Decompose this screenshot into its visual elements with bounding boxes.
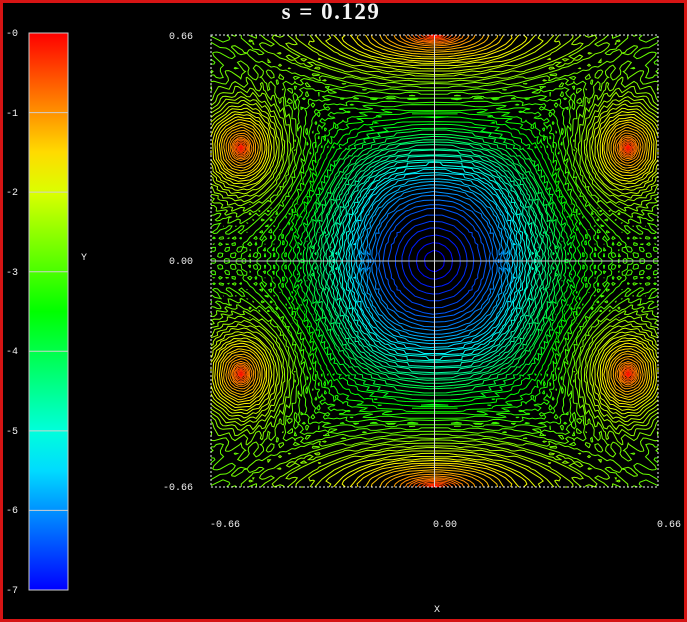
svg-text:-3: -3 xyxy=(6,268,18,279)
svg-text:s = 0.129: s = 0.129 xyxy=(282,0,381,24)
svg-text:-4: -4 xyxy=(6,347,18,358)
svg-text:Y: Y xyxy=(81,253,87,264)
svg-text:-6: -6 xyxy=(6,506,18,517)
svg-text:0.00: 0.00 xyxy=(433,520,457,531)
svg-text:X: X xyxy=(434,605,440,616)
svg-text:0.66: 0.66 xyxy=(657,520,681,531)
svg-text:-5: -5 xyxy=(6,427,18,438)
svg-text:-2: -2 xyxy=(6,188,18,199)
svg-text:-0: -0 xyxy=(6,29,18,40)
svg-text:-0.66: -0.66 xyxy=(210,520,240,531)
svg-text:-7: -7 xyxy=(6,586,18,597)
svg-text:-1: -1 xyxy=(6,109,18,120)
svg-text:-0.66: -0.66 xyxy=(163,483,193,494)
svg-text:0.00: 0.00 xyxy=(169,257,193,268)
svg-text:0.66: 0.66 xyxy=(169,32,193,43)
